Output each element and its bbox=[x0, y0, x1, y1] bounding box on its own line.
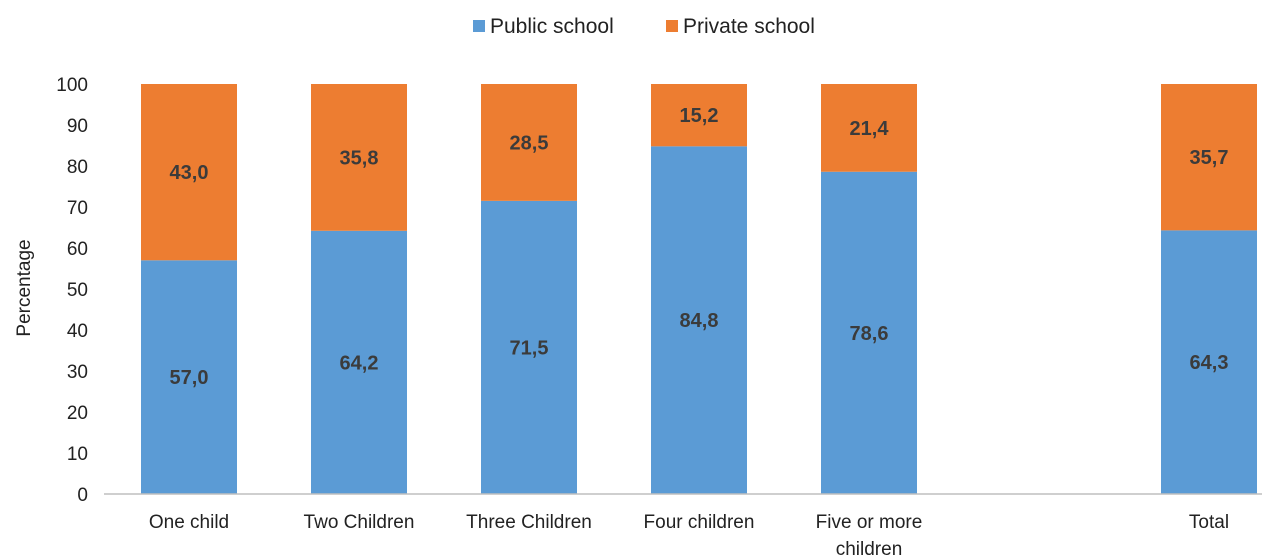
y-tick-label: 90 bbox=[67, 116, 88, 137]
bar-public bbox=[311, 230, 407, 494]
legend-label: Private school bbox=[683, 15, 815, 38]
data-label: 84,8 bbox=[680, 310, 719, 332]
data-label: 78,6 bbox=[850, 323, 889, 345]
bar-public bbox=[1161, 230, 1257, 494]
x-tick-label: Total bbox=[1189, 512, 1229, 533]
data-label: 57,0 bbox=[170, 367, 209, 389]
bar-private bbox=[141, 84, 237, 261]
x-tick-label: children bbox=[836, 539, 903, 560]
y-axis-label: Percentage bbox=[14, 239, 35, 336]
x-tick-label: Four children bbox=[644, 512, 755, 533]
bar-public bbox=[481, 200, 577, 494]
x-tick-label: Two Children bbox=[304, 512, 415, 533]
bar-private bbox=[651, 84, 747, 147]
bar-private bbox=[311, 84, 407, 231]
y-tick-label: 50 bbox=[67, 280, 88, 301]
data-label: 64,3 bbox=[1190, 352, 1229, 374]
legend: Public school Private school bbox=[473, 15, 815, 38]
y-tick-label: 20 bbox=[67, 403, 88, 424]
x-axis-labels: One child Two Children Three Children Four … bbox=[149, 512, 1229, 560]
data-label: 35,7 bbox=[1190, 147, 1229, 169]
y-tick-label: 70 bbox=[67, 198, 88, 219]
x-tick-label: Three Children bbox=[466, 512, 592, 533]
y-tick-label: 60 bbox=[67, 239, 88, 260]
y-tick-label: 30 bbox=[67, 362, 88, 383]
y-tick-label: 0 bbox=[77, 485, 88, 506]
y-tick-label: 10 bbox=[67, 444, 88, 465]
bar-private bbox=[481, 84, 577, 201]
bar-private bbox=[1161, 84, 1257, 231]
y-tick-label: 100 bbox=[56, 75, 88, 96]
legend-swatch bbox=[666, 20, 678, 32]
data-label: 15,2 bbox=[680, 105, 719, 127]
data-label: 28,5 bbox=[510, 132, 549, 154]
y-tick-label: 40 bbox=[67, 321, 88, 342]
bar-public bbox=[141, 260, 237, 494]
bar-private bbox=[821, 84, 917, 172]
data-label: 35,8 bbox=[340, 147, 379, 169]
x-tick-label: One child bbox=[149, 512, 229, 533]
y-axis: 0 10 20 30 40 50 60 70 80 90 100 bbox=[56, 75, 88, 506]
legend-label: Public school bbox=[490, 15, 614, 38]
data-label: 71,5 bbox=[510, 337, 549, 359]
data-label: 64,2 bbox=[340, 352, 379, 374]
bar-public bbox=[651, 146, 747, 494]
bars: 57,0 43,0 64,2 35,8 71,5 28,5 84,8 15,2 78,6 21,4… bbox=[141, 84, 1257, 495]
legend-swatch bbox=[473, 20, 485, 32]
x-tick-label: Five or more bbox=[816, 512, 923, 533]
bar-public bbox=[821, 171, 917, 495]
data-label: 43,0 bbox=[170, 162, 209, 184]
data-label: 21,4 bbox=[850, 118, 890, 140]
y-tick-label: 80 bbox=[67, 157, 88, 178]
